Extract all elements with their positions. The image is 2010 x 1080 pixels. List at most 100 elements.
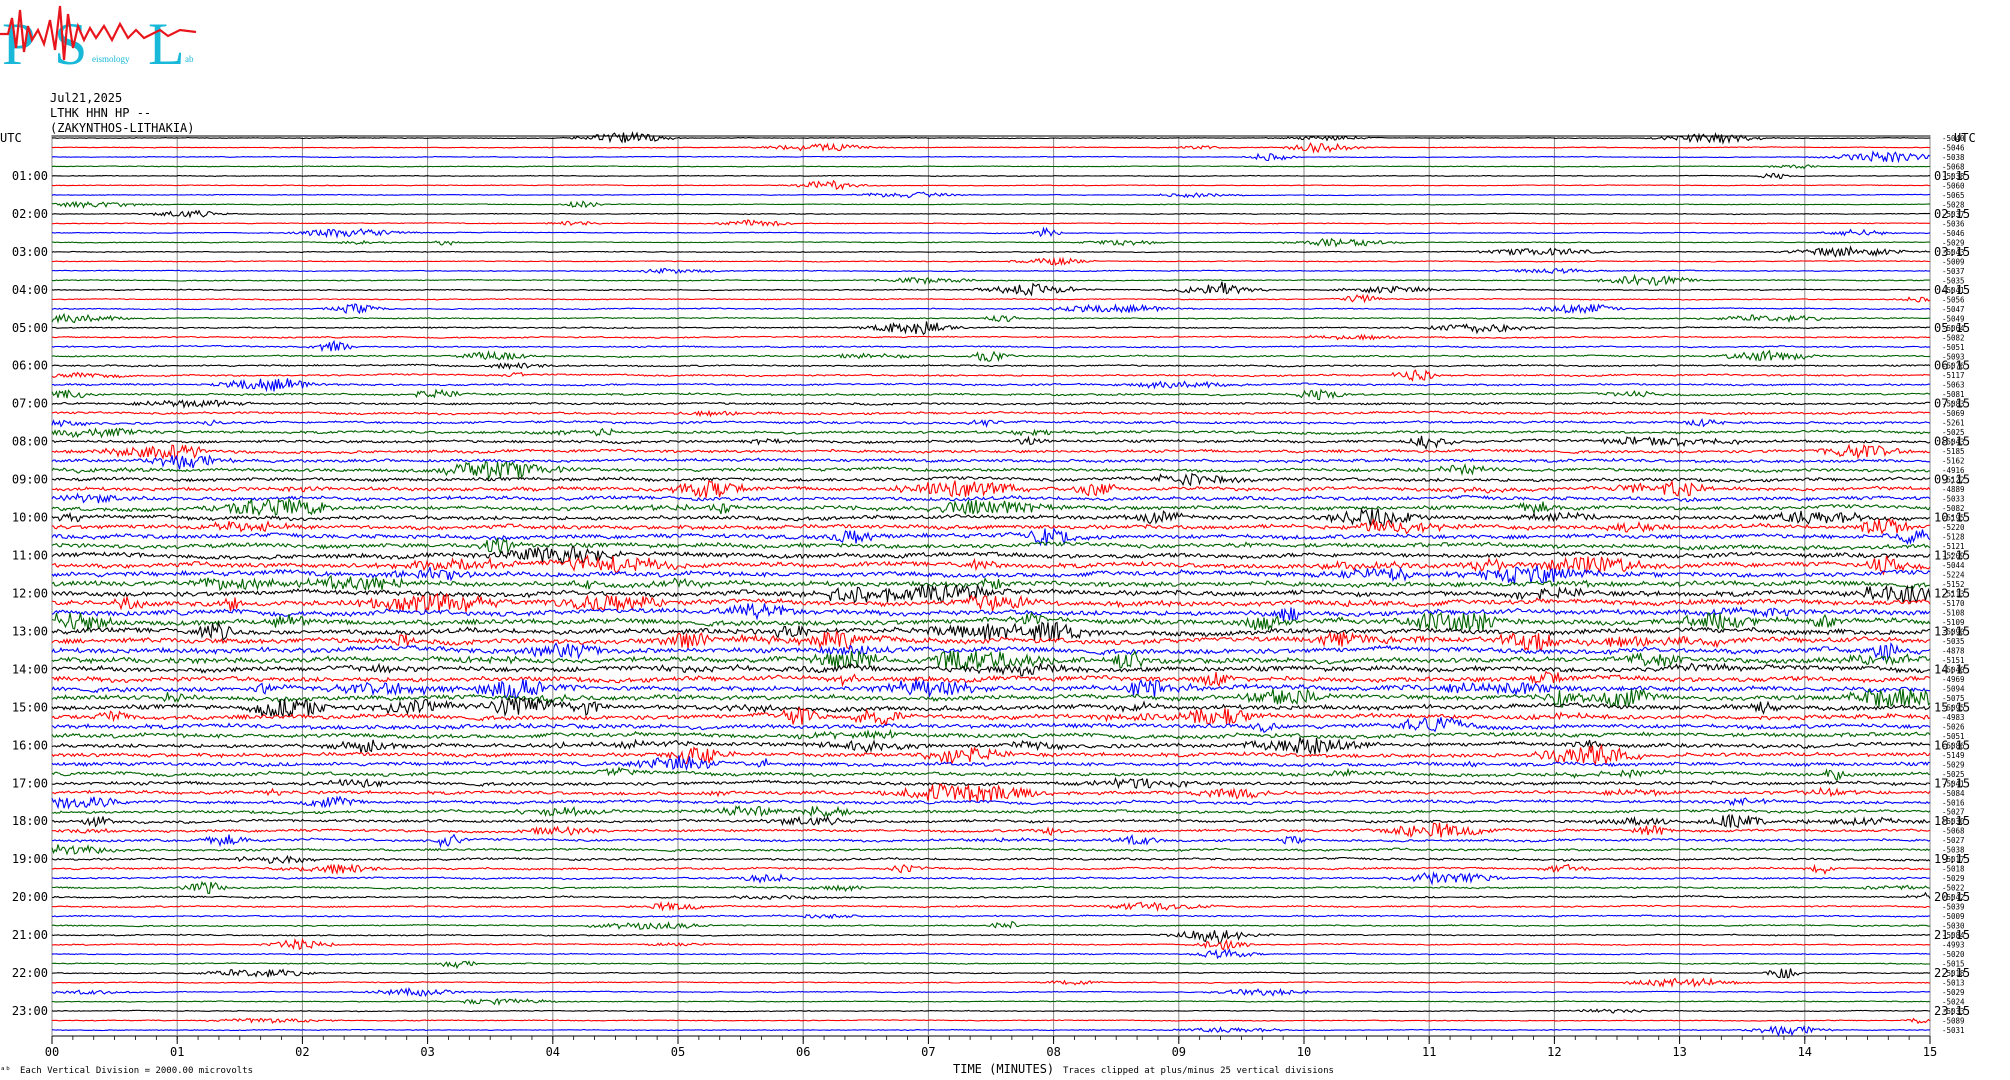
plot-grid bbox=[51, 135, 1931, 1044]
trace-offset-label: -5046 bbox=[1942, 143, 1965, 152]
seismic-trace bbox=[51, 418, 1931, 429]
trace-offset-label: -5064 bbox=[1942, 324, 1965, 333]
left-hour-label: 13:00 bbox=[12, 624, 48, 638]
right-hour-label: 21:15 bbox=[1934, 928, 1970, 942]
trace-offset-label: -5015 bbox=[1942, 960, 1965, 969]
logo-letter-l: L bbox=[148, 11, 185, 72]
seismic-trace bbox=[51, 507, 1931, 528]
seismic-trace bbox=[51, 554, 1931, 576]
trace-offset-label: -5038 bbox=[1942, 172, 1965, 181]
x-tick-label: 10 bbox=[1297, 1045, 1311, 1059]
seismic-trace bbox=[51, 854, 1931, 865]
trace-offset-label: -5044 bbox=[1942, 561, 1965, 570]
right-hour-label: 08:15 bbox=[1934, 435, 1970, 449]
axis-labels: 00 01 02 03 04 05 06 07 08 09 10 11 12 13 14 15-5040-50… bbox=[0, 131, 1976, 1059]
seismic-trace bbox=[51, 844, 1931, 856]
x-axis-title: TIME (MINUTES) bbox=[953, 1062, 1055, 1076]
trace-offset-label: -5024 bbox=[1942, 998, 1965, 1007]
right-hour-label: 16:15 bbox=[1934, 738, 1970, 752]
trace-offset-label: -5016 bbox=[1942, 798, 1965, 807]
seismic-trace bbox=[51, 361, 1931, 370]
seismic-trace bbox=[52, 237, 1930, 248]
right-hour-label: 12:15 bbox=[1934, 586, 1970, 600]
trace-offset-label: -5149 bbox=[1942, 751, 1965, 760]
clip-note: Traces clipped at plus/minus 25 vertical… bbox=[1063, 1066, 1334, 1076]
right-hour-label: 14:15 bbox=[1934, 662, 1970, 676]
trace-offset-label: -5051 bbox=[1942, 732, 1965, 741]
trace-offset-label: -5049 bbox=[1942, 314, 1965, 323]
seismic-trace bbox=[51, 164, 1930, 170]
seismic-trace bbox=[51, 267, 1931, 275]
seismic-trace bbox=[51, 913, 1931, 920]
trace-offset-label: -5040 bbox=[1942, 665, 1965, 674]
x-tick-label: 02 bbox=[295, 1045, 309, 1059]
x-tick-label: 14 bbox=[1798, 1045, 1812, 1059]
right-hour-label: 18:15 bbox=[1934, 814, 1970, 828]
trace-offset-label: -5076 bbox=[1942, 362, 1965, 371]
seismic-trace bbox=[51, 574, 1931, 592]
left-hour-label: 08:00 bbox=[12, 435, 48, 449]
seismic-trace bbox=[51, 641, 1931, 662]
trace-offset-label: -5086 bbox=[1942, 741, 1965, 750]
seismic-trace bbox=[51, 650, 1931, 671]
trace-offset-label: -5033 bbox=[1942, 1007, 1965, 1016]
right-hour-label: 20:15 bbox=[1934, 890, 1970, 904]
x-tick-label: 03 bbox=[420, 1045, 434, 1059]
seismic-trace bbox=[51, 369, 1931, 382]
trace-offset-label: -5056 bbox=[1942, 295, 1965, 304]
seismic-trace bbox=[51, 717, 1931, 733]
trace-offset-label: -5068 bbox=[1942, 162, 1965, 171]
trace-offset-label: -5027 bbox=[1942, 836, 1965, 845]
seismic-trace bbox=[51, 968, 1931, 979]
left-hour-label: 20:00 bbox=[12, 890, 48, 904]
trace-offset-label: -5083 bbox=[1942, 400, 1965, 409]
logo-small-word-eismology: eismology bbox=[92, 54, 130, 64]
trace-offset-label: -5261 bbox=[1942, 419, 1965, 428]
left-utc-label: UTC bbox=[0, 131, 22, 145]
x-tick-label: 12 bbox=[1547, 1045, 1561, 1059]
trace-offset-label: -5029 bbox=[1942, 874, 1965, 883]
seismic-trace bbox=[51, 256, 1930, 266]
seismic-trace bbox=[51, 813, 1931, 829]
seismic-trace bbox=[51, 537, 1931, 556]
trace-offset-label: -5065 bbox=[1942, 191, 1965, 200]
seismic-trace bbox=[51, 191, 1931, 199]
seismic-trace bbox=[51, 863, 1931, 876]
trace-offset-label: -5029 bbox=[1942, 988, 1965, 997]
trace-offset-label: -5041 bbox=[1942, 286, 1965, 295]
trace-offset-label: -5030 bbox=[1942, 817, 1965, 826]
trace-offset-label: -5043 bbox=[1942, 248, 1965, 257]
x-tick-label: 00 bbox=[45, 1045, 59, 1059]
seismic-trace bbox=[52, 130, 1931, 145]
trace-offset-label: -5017 bbox=[1942, 855, 1965, 864]
trace-offset-label: -4916 bbox=[1942, 466, 1965, 475]
seismic-trace bbox=[51, 399, 1931, 409]
seismic-trace bbox=[51, 960, 1931, 970]
seismic-trace bbox=[51, 281, 1931, 297]
right-hour-label: 23:15 bbox=[1934, 1004, 1970, 1018]
seismic-trace bbox=[51, 142, 1930, 154]
trace-offset-label: -5185 bbox=[1942, 447, 1965, 456]
trace-offset-label: -5094 bbox=[1942, 684, 1965, 693]
trace-offset-label: -5075 bbox=[1942, 694, 1965, 703]
right-hour-label: 03:15 bbox=[1934, 245, 1970, 259]
left-hour-label: 22:00 bbox=[12, 966, 48, 980]
trace-offset-label: -5113 bbox=[1942, 589, 1965, 598]
psl-logo: P S L eismology ab bbox=[0, 5, 197, 72]
seismic-trace bbox=[51, 620, 1931, 642]
trace-offset-label: -5041 bbox=[1942, 779, 1965, 788]
trace-offset-label: -5082 bbox=[1942, 504, 1965, 513]
seismic-trace bbox=[51, 339, 1931, 353]
seismic-trace bbox=[51, 461, 1931, 481]
seismic-trace bbox=[51, 303, 1931, 315]
right-utc-label: UTC bbox=[1954, 131, 1976, 145]
seismic-trace bbox=[51, 584, 1931, 605]
station-code: LTHK HHN HP -- bbox=[50, 106, 152, 120]
seismic-trace bbox=[52, 1025, 1931, 1037]
seismic-trace bbox=[51, 527, 1931, 547]
trace-offset-label: -5018 bbox=[1942, 969, 1965, 978]
trace-offset-label: -5028 bbox=[1942, 200, 1965, 209]
trace-offset-label: -5033 bbox=[1942, 495, 1965, 504]
seismic-trace bbox=[51, 706, 1931, 727]
